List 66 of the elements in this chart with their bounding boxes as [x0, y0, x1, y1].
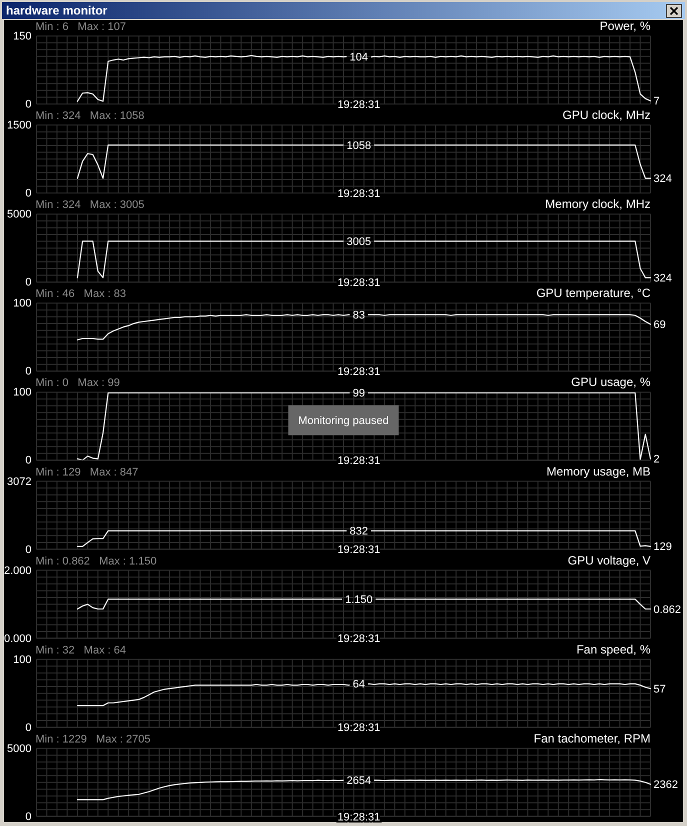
chart-subtitle: Min : 32 Max : 64: [36, 644, 126, 656]
chart-title: Memory clock, MHz: [545, 197, 650, 212]
y-tick-label: 0: [25, 366, 32, 378]
y-tick-label: 0: [25, 722, 32, 734]
data-label: 3005: [346, 236, 372, 248]
data-label: 1058: [346, 140, 372, 152]
y-tick-label: 0: [25, 98, 32, 111]
data-label: 832: [350, 526, 368, 538]
chart-title: GPU voltage, V: [568, 553, 650, 568]
chart-subtitle: Min : 0.862 Max : 1.150: [36, 555, 157, 568]
data-label: 1.150: [345, 594, 373, 606]
x-tick-label: 19:28:31: [337, 98, 380, 111]
x-tick-label: 19:28:31: [337, 633, 380, 646]
line-series: [76, 54, 652, 102]
chart-subtitle: Min : 46 Max : 83: [36, 288, 126, 300]
chart-title: GPU clock, MHz: [562, 108, 650, 122]
data-label: 129: [654, 541, 672, 554]
y-tick-label: 0: [25, 810, 32, 823]
y-tick-label: 100: [13, 298, 32, 310]
chart-subtitle: Min : 324 Max : 3005: [36, 199, 144, 212]
data-label: 2: [654, 454, 660, 466]
chart-subtitle: Min : 6 Max : 107: [36, 21, 126, 33]
y-tick-label: 100: [13, 386, 32, 399]
data-label: 104: [350, 52, 368, 64]
chart-subtitle: Min : 0 Max : 99: [36, 377, 120, 390]
data-label: 7: [654, 96, 660, 108]
chart-title: Fan tachometer, RPM: [534, 731, 650, 746]
y-tick-label: 3072: [7, 476, 32, 488]
y-tick-label: 0.000: [4, 632, 32, 645]
x-tick-label: 19:28:31: [337, 722, 380, 734]
data-label: 69: [654, 319, 666, 332]
y-tick-label: 150: [13, 30, 32, 43]
text: hardware monitor: [6, 4, 108, 18]
chart-subtitle: Min : 1229 Max : 2705: [36, 733, 150, 746]
x-tick-label: 19:28:31: [337, 811, 380, 824]
chart-title: GPU temperature, °C: [536, 286, 651, 300]
chart-title: GPU usage, %: [571, 375, 651, 390]
y-tick-label: 0: [25, 188, 32, 200]
data-label: 64: [352, 678, 365, 691]
data-label: 83: [352, 310, 365, 322]
x-tick-label: 19:28:31: [337, 544, 380, 556]
chart-subtitle: Min : 129 Max : 847: [36, 466, 138, 478]
y-tick-label: 0: [25, 454, 32, 467]
x-tick-label: 19:28:31: [337, 276, 380, 289]
data-label: 324: [654, 173, 672, 186]
data-label: 0.862: [654, 604, 682, 616]
y-tick-label: 5000: [7, 742, 32, 755]
chart-title: Memory usage, MB: [546, 464, 650, 478]
chart-subtitle: Min : 324 Max : 1058: [36, 110, 144, 122]
data-label: 2654: [346, 775, 372, 788]
y-tick-label: 0: [25, 544, 32, 556]
y-tick-label: 2.000: [4, 564, 32, 577]
data-label: 324: [654, 272, 672, 285]
y-tick-label: 100: [13, 654, 32, 666]
data-label: 99: [352, 388, 365, 400]
y-tick-label: 5000: [7, 208, 32, 221]
x-tick-label: 19:28:31: [337, 455, 380, 468]
x-tick-label: 19:28:31: [337, 366, 380, 378]
data-label: 2362: [654, 779, 678, 792]
y-tick-label: 1500: [7, 120, 32, 132]
chart-title: Power, %: [600, 19, 651, 33]
x-tick-label: 19:28:31: [337, 188, 380, 200]
y-tick-label: 0: [25, 276, 32, 289]
annotation: Monitoring paused: [298, 415, 389, 428]
data-label: 57: [654, 683, 666, 696]
chart-title: Fan speed, %: [576, 642, 651, 656]
